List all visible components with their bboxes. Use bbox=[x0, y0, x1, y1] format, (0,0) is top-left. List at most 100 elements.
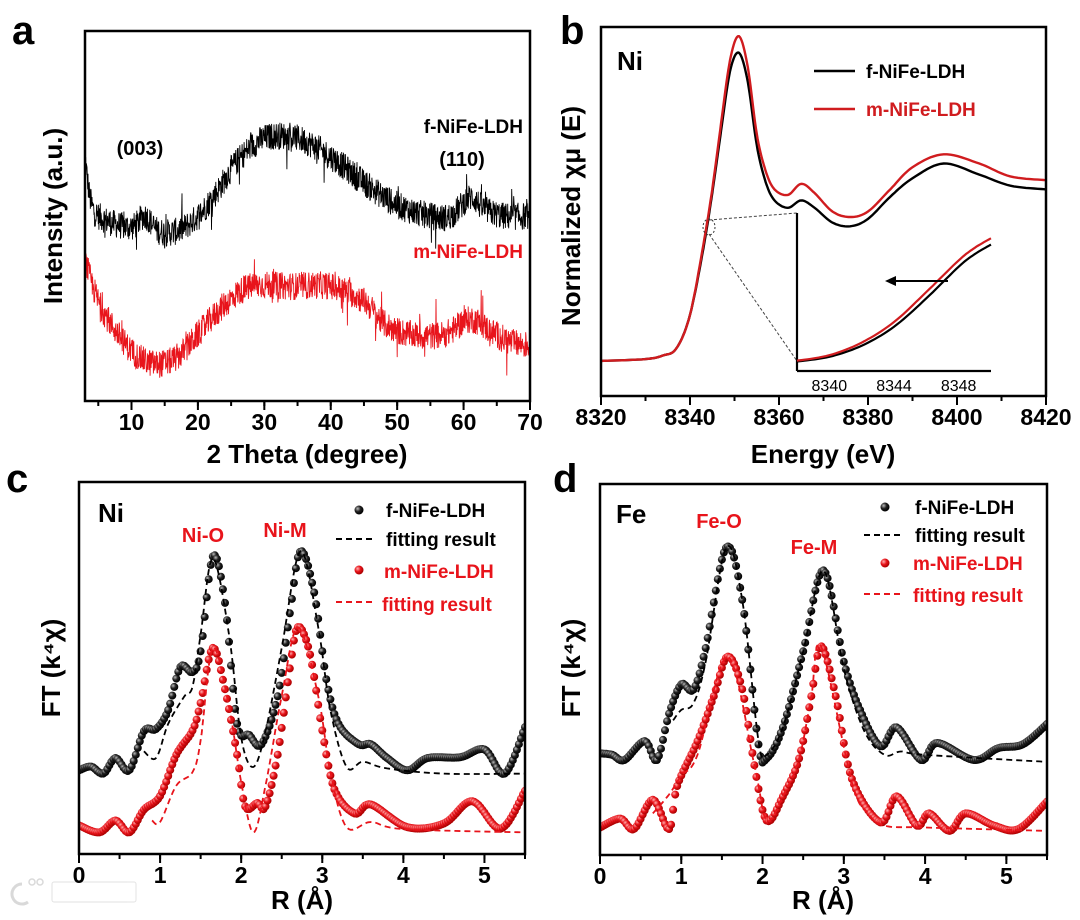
data-point-m-NiFe-LDH bbox=[265, 789, 274, 798]
fit-line-fitting result bbox=[672, 544, 1047, 763]
legend-label-m: m-NiFe-LDH bbox=[913, 554, 1023, 575]
data-point-f-NiFe-LDH bbox=[663, 717, 672, 726]
peak-label-ni-o: Ni-O bbox=[182, 525, 224, 547]
panel-letter: a bbox=[12, 9, 35, 53]
data-point-m-NiFe-LDH bbox=[799, 737, 808, 746]
data-point-m-NiFe-LDH bbox=[837, 726, 846, 735]
data-point-f-NiFe-LDH bbox=[829, 602, 838, 611]
legend-label-m: m-NiFe-LDH bbox=[384, 562, 494, 583]
legend-label-f: f-NiFe-LDH bbox=[915, 498, 1014, 519]
data-point-f-NiFe-LDH bbox=[654, 751, 663, 760]
data-point-f-NiFe-LDH bbox=[752, 724, 761, 733]
data-point-f-NiFe-LDH bbox=[221, 598, 229, 607]
inset-series-m-NiFe-LDH bbox=[796, 237, 992, 362]
series-f-NiFe-LDH bbox=[85, 122, 530, 250]
data-point-m-NiFe-LDH bbox=[204, 655, 213, 664]
axes-a: 10 20 30 40 50 60 70 bbox=[83, 29, 543, 435]
watermark-logo bbox=[10, 878, 137, 906]
series-label-m: m-NiFe-LDH bbox=[413, 242, 523, 263]
data-point-m-NiFe-LDH bbox=[275, 738, 284, 746]
data-point-f-NiFe-LDH bbox=[168, 691, 177, 700]
data-point-m-NiFe-LDH bbox=[811, 664, 820, 673]
data-point-m-NiFe-LDH bbox=[744, 720, 753, 729]
x-tick-label: 0 bbox=[594, 863, 607, 889]
fit-line-fitting result bbox=[143, 550, 525, 775]
data-point-f-NiFe-LDH bbox=[665, 709, 674, 718]
y-axis-label: FT (k⁴χ) bbox=[36, 619, 66, 718]
data-point-f-NiFe-LDH bbox=[192, 663, 201, 672]
series-label-f: f-NiFe-LDH bbox=[424, 117, 523, 138]
data-point-m-NiFe-LDH bbox=[746, 735, 755, 744]
data-point-f-NiFe-LDH bbox=[793, 671, 802, 680]
inset-series-f-NiFe-LDH bbox=[796, 243, 992, 363]
series-m-NiFe-LDH bbox=[85, 253, 530, 378]
panel-letter: b bbox=[560, 9, 584, 53]
data-point-f-NiFe-LDH bbox=[133, 743, 142, 752]
data-point-f-NiFe-LDH bbox=[809, 596, 818, 605]
y-axis-label: Normalized χμ (E) bbox=[556, 106, 586, 326]
axes-c: 0 1 2 3 4 5 bbox=[73, 480, 527, 888]
data-point-m-NiFe-LDH bbox=[279, 708, 288, 717]
peak-label-fe-o: Fe-O bbox=[696, 511, 742, 533]
axes-d: 0 1 2 3 4 5 bbox=[594, 482, 1049, 889]
data-point-m-NiFe-LDH bbox=[239, 794, 248, 803]
element-label: Ni bbox=[98, 498, 124, 528]
arrow-head-icon bbox=[885, 276, 896, 286]
data-point-f-NiFe-LDH bbox=[748, 685, 757, 694]
data-point-f-NiFe-LDH bbox=[837, 648, 846, 657]
panel-letter: c bbox=[6, 457, 28, 501]
x-tick-label: 8340 bbox=[664, 404, 715, 430]
legend-marker-m bbox=[354, 565, 364, 575]
data-point-m-NiFe-LDH bbox=[269, 771, 278, 780]
zoom-region-circle bbox=[702, 218, 716, 236]
data-point-f-NiFe-LDH bbox=[273, 692, 282, 701]
x-tick-label: 4 bbox=[919, 863, 932, 889]
panel-d: d Fe FT (k⁴χ) R (Å) Fe-O Fe-M f-NiFe-LDH… bbox=[553, 457, 1025, 915]
x-tick-label: 30 bbox=[252, 409, 278, 435]
x-tick-label: 8380 bbox=[842, 404, 893, 430]
data-point-f-NiFe-LDH bbox=[267, 715, 276, 724]
zoom-guide-line bbox=[708, 212, 798, 221]
x-tick-label: 8360 bbox=[753, 404, 804, 430]
plot-frame bbox=[83, 29, 532, 403]
series-f-NiFe-LDH bbox=[601, 51, 1046, 363]
legend-marker-f bbox=[880, 502, 890, 512]
x-axis-label: 2 Theta (degree) bbox=[207, 439, 408, 469]
data-point-m-NiFe-LDH bbox=[273, 750, 282, 759]
data-point-m-NiFe-LDH bbox=[263, 796, 272, 805]
data-point-f-NiFe-LDH bbox=[831, 614, 840, 623]
data-point-f-NiFe-LDH bbox=[265, 722, 274, 730]
data-point-f-NiFe-LDH bbox=[744, 645, 753, 654]
data-point-m-NiFe-LDH bbox=[736, 677, 745, 686]
data-point-m-NiFe-LDH bbox=[756, 796, 765, 805]
data-point-f-NiFe-LDH bbox=[657, 744, 665, 753]
data-point-f-NiFe-LDH bbox=[746, 665, 755, 674]
data-point-m-NiFe-LDH bbox=[758, 805, 767, 814]
data-point-f-NiFe-LDH bbox=[705, 622, 714, 631]
x-tick-label: 8400 bbox=[931, 404, 982, 430]
data-point-m-NiFe-LDH bbox=[202, 665, 211, 674]
data-point-m-NiFe-LDH bbox=[320, 738, 329, 747]
inset-tick-label: 8348 bbox=[941, 378, 977, 395]
data-point-f-NiFe-LDH bbox=[202, 593, 211, 602]
data-point-f-NiFe-LDH bbox=[289, 579, 298, 587]
x-tick-label: 8420 bbox=[1020, 404, 1071, 430]
x-axis-label: Energy (eV) bbox=[751, 439, 896, 469]
x-tick-label: 4 bbox=[397, 862, 410, 888]
x-tick-label: 1 bbox=[154, 862, 167, 888]
panel-letter: d bbox=[553, 457, 577, 501]
x-tick-label: 3 bbox=[316, 862, 329, 888]
data-point-f-NiFe-LDH bbox=[164, 706, 173, 714]
x-tick-label: 40 bbox=[318, 409, 344, 435]
y-axis-label: FT (k⁴χ) bbox=[556, 619, 586, 718]
data-point-f-NiFe-LDH bbox=[693, 676, 702, 685]
data-point-f-NiFe-LDH bbox=[811, 586, 820, 595]
series-group bbox=[601, 35, 1046, 363]
legend-label-f: f-NiFe-LDH bbox=[866, 62, 965, 83]
data-point-f-NiFe-LDH bbox=[172, 674, 181, 683]
zoom-guide-line bbox=[708, 233, 798, 362]
data-point-f-NiFe-LDH bbox=[170, 682, 179, 691]
data-point-f-NiFe-LDH bbox=[204, 575, 213, 584]
x-axis-label: R (Å) bbox=[792, 885, 854, 915]
